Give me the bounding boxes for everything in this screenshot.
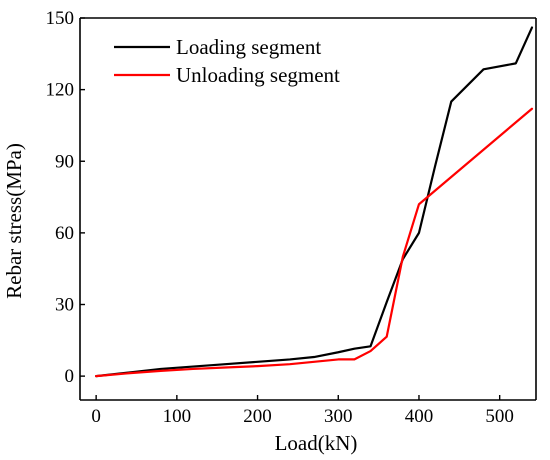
x-axis-ticks: 0 100 200 300 400 500 bbox=[91, 395, 514, 427]
y-tick-label: 0 bbox=[65, 366, 75, 387]
x-tick-label: 200 bbox=[243, 406, 272, 427]
y-axis-ticks: 0 30 60 90 120 150 bbox=[46, 8, 85, 387]
x-tick-label: 400 bbox=[405, 406, 434, 427]
series-line-unloading-segment bbox=[95, 107, 534, 378]
y-tick-label: 60 bbox=[55, 223, 74, 244]
y-tick-label: 150 bbox=[46, 8, 75, 29]
plot-frame bbox=[79, 17, 537, 401]
x-axis-title: Load(kN) bbox=[275, 431, 358, 455]
series-layer bbox=[95, 26, 534, 378]
x-tick-label: 0 bbox=[91, 406, 101, 427]
y-tick-label: 30 bbox=[55, 295, 74, 316]
x-tick-label: 100 bbox=[163, 406, 192, 427]
y-tick-label: 90 bbox=[55, 151, 74, 172]
legend-label: Loading segment bbox=[176, 35, 321, 59]
legend-label: Unloading segment bbox=[176, 63, 340, 87]
x-tick-label: 500 bbox=[485, 406, 514, 427]
y-axis-title: Rebar stress(MPa) bbox=[2, 143, 26, 299]
series-line-loading-segment bbox=[95, 26, 534, 378]
legend: Loading segment Unloading segment bbox=[114, 35, 340, 87]
y-tick-label: 120 bbox=[46, 80, 75, 101]
x-tick-label: 300 bbox=[324, 406, 353, 427]
